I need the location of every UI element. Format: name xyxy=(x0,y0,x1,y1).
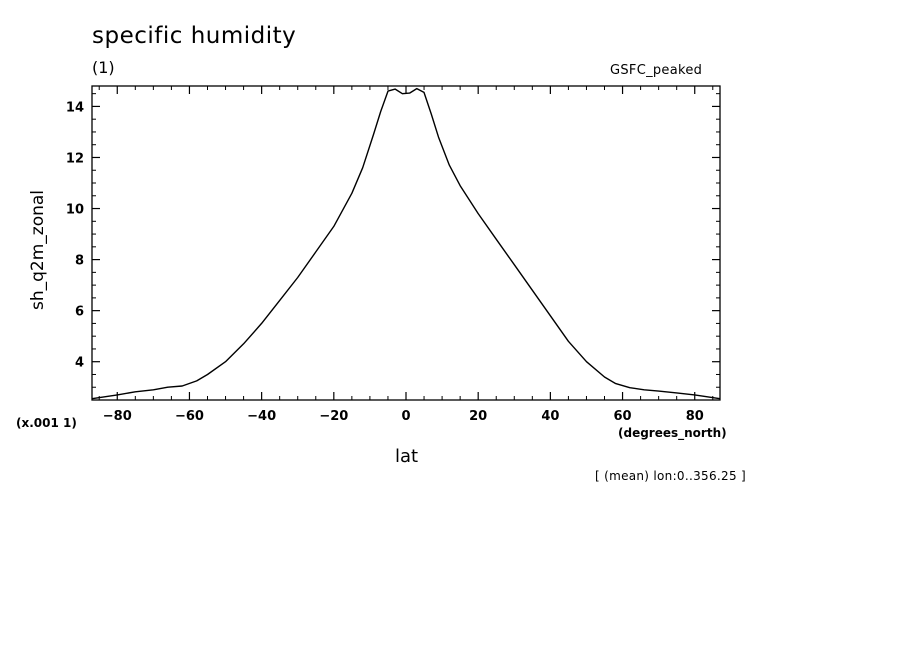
x-axis-label: lat xyxy=(395,446,419,467)
y-tick-label: 8 xyxy=(75,254,84,269)
x-tick-label: 80 xyxy=(686,409,704,424)
chart-title: specific humidity xyxy=(92,23,297,49)
x-tick-label: 20 xyxy=(469,409,487,424)
x-tick-label: 0 xyxy=(401,409,410,424)
series-line xyxy=(91,87,721,400)
x-tick-label: −20 xyxy=(319,409,348,424)
y-tick-label: 10 xyxy=(66,203,84,218)
dataset-label: GSFC_peaked xyxy=(610,63,703,78)
x-tick-label: 60 xyxy=(614,409,632,424)
x-tick-label: 40 xyxy=(541,409,559,424)
chart-subtitle: (1) xyxy=(92,58,115,77)
y-tick-label: 14 xyxy=(66,100,84,115)
x-tick-label: −80 xyxy=(103,409,132,424)
y-tick-label: 4 xyxy=(75,356,84,371)
x-tick-label: −60 xyxy=(175,409,204,424)
y-tick-label: 6 xyxy=(75,305,84,320)
y-scale-note: (x.001 1) xyxy=(16,416,77,430)
x-tick-label: −40 xyxy=(247,409,276,424)
x-axis-units: (degrees_north) xyxy=(618,426,727,440)
averaging-note: [ (mean) lon:0..356.25 ] xyxy=(595,469,746,483)
plot-frame xyxy=(91,85,721,401)
y-tick-label: 12 xyxy=(66,151,84,166)
